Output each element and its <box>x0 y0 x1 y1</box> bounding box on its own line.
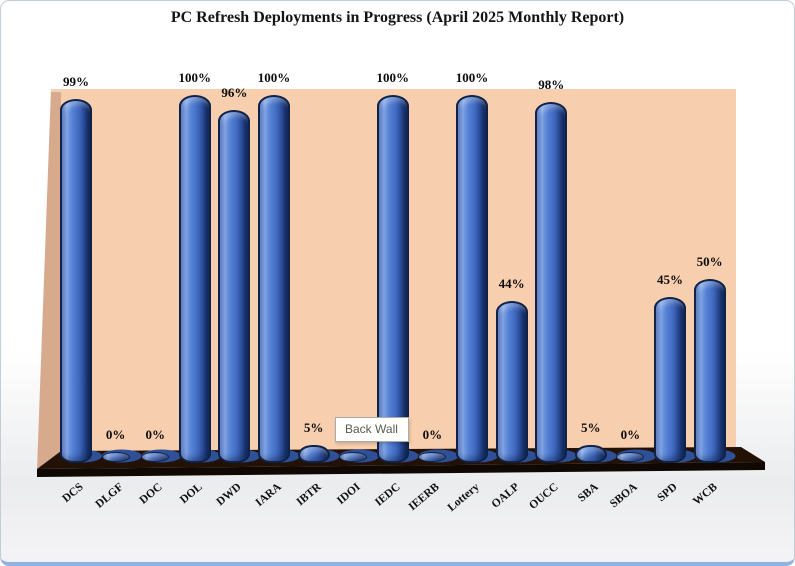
bar-value-label: 45% <box>657 272 683 287</box>
floor-front-edge <box>37 462 765 477</box>
bar-value-label: 96% <box>221 85 248 100</box>
bar-value-label: 44% <box>498 276 525 291</box>
bar-value-label: 0% <box>105 427 126 442</box>
bar-SBOA[interactable] <box>616 452 645 462</box>
bar-value-label: 99% <box>63 74 89 89</box>
bar-WCB[interactable] <box>693 279 726 463</box>
bar-IEERB[interactable] <box>418 452 447 462</box>
bar-DWD[interactable] <box>218 110 251 463</box>
bar-IBTR[interactable] <box>297 445 330 463</box>
bar-value-label: 100% <box>257 70 291 85</box>
bar-DOL[interactable] <box>178 95 211 463</box>
bar-value-label: 0% <box>620 427 641 442</box>
bar-value-label: 0% <box>422 427 443 442</box>
bar-OALP[interactable] <box>495 301 528 463</box>
bar-SBA[interactable] <box>574 445 607 463</box>
bar-SPD[interactable] <box>654 297 686 463</box>
side-wall[interactable] <box>37 89 61 469</box>
bar-value-label: 100% <box>455 70 489 85</box>
side-wall-top-edge <box>51 89 61 92</box>
bar-DOC[interactable] <box>141 452 170 462</box>
back-wall-tooltip: Back Wall <box>335 417 409 442</box>
bar-value-label: 50% <box>696 254 723 269</box>
bar-IARA[interactable] <box>258 95 290 463</box>
bar-DLGF[interactable] <box>101 452 130 462</box>
bar-value-label: 0% <box>145 427 165 442</box>
bar-value-label: 100% <box>376 70 410 85</box>
bar-IDOI[interactable] <box>339 452 368 462</box>
bar-value-label: 98% <box>538 77 565 92</box>
bar-value-label: 5% <box>303 420 324 435</box>
bar-value-label: 100% <box>178 70 212 85</box>
bar-DCS[interactable] <box>60 99 92 463</box>
bar-Lottery[interactable] <box>456 95 488 463</box>
bar-value-label: 5% <box>581 420 601 435</box>
bar-IEDC[interactable] <box>376 95 409 463</box>
bar-OUCC[interactable] <box>535 102 568 463</box>
chart-title: PC Refresh Deployments in Progress (Apri… <box>170 9 625 26</box>
